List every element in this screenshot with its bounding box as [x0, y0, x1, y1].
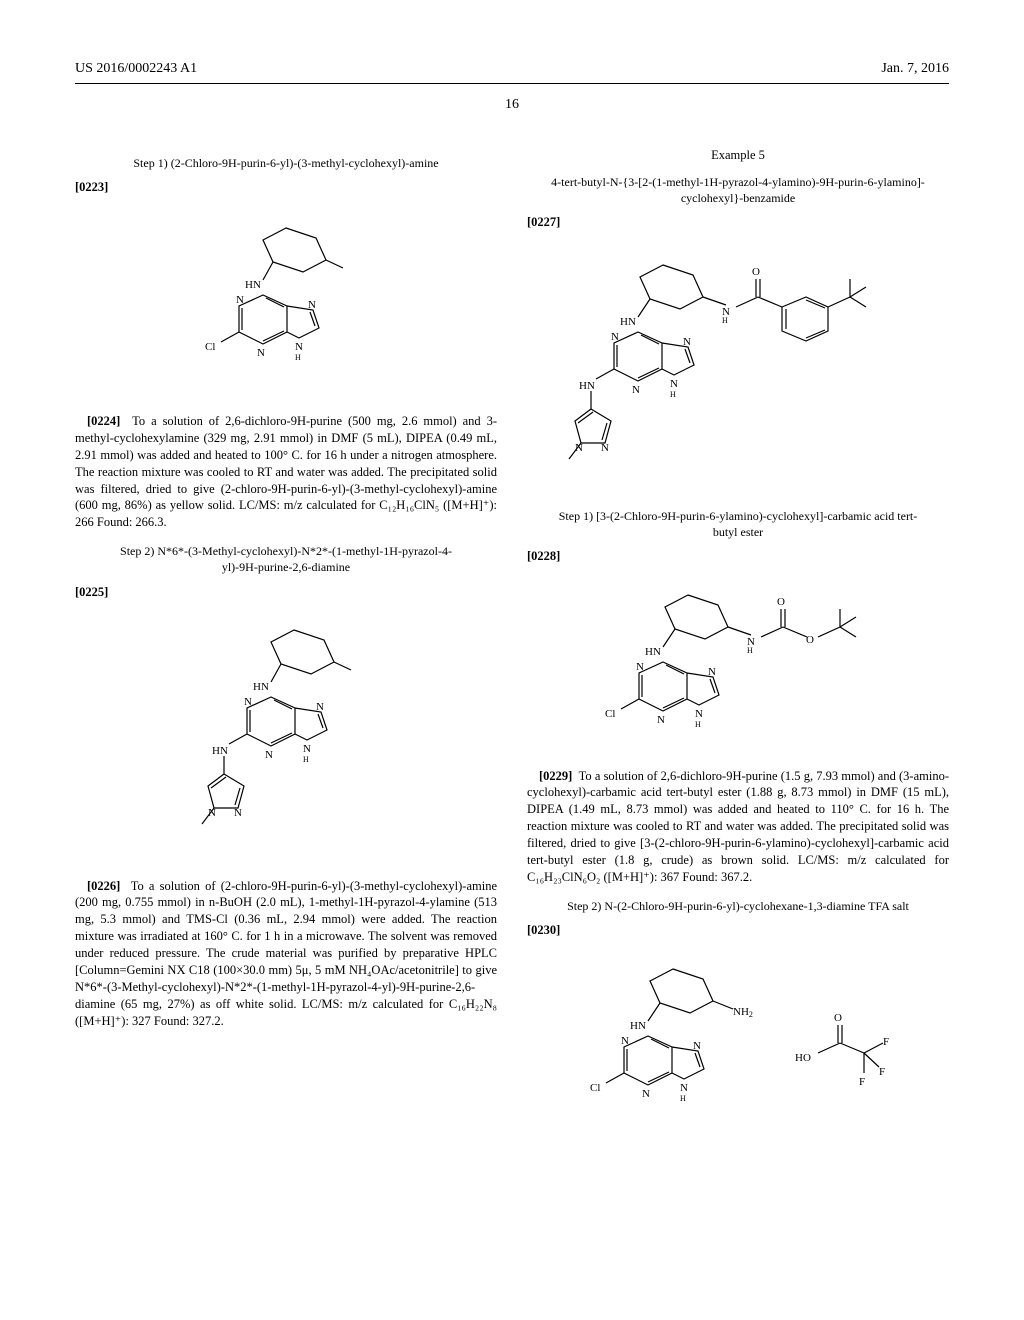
publication-date: Jan. 7, 2016: [881, 60, 949, 79]
svg-text:H: H: [747, 646, 753, 655]
structure-right-3: HN NH2 N N N N H: [527, 953, 949, 1117]
para-num-0226: [0226]: [87, 879, 120, 893]
svg-text:N: N: [303, 743, 311, 755]
svg-text:N: N: [636, 661, 644, 673]
svg-text:HN: HN: [253, 681, 269, 693]
svg-text:HN: HN: [212, 745, 228, 757]
paragraph-0226: [0226] To a solution of (2-chloro-9H-pur…: [75, 878, 497, 1030]
svg-text:N: N: [632, 384, 640, 396]
svg-text:O: O: [834, 1012, 842, 1024]
para-num-0229: [0229]: [539, 769, 572, 783]
svg-text:Cl: Cl: [205, 341, 215, 353]
svg-text:H: H: [303, 755, 309, 764]
page-header: US 2016/0002243 A1 Jan. 7, 2016: [75, 60, 949, 84]
right-step1-title: Step 1) [3-(2-Chloro-9H-purin-6-ylamino)…: [555, 508, 921, 540]
svg-text:HN: HN: [245, 279, 261, 291]
svg-text:N: N: [234, 807, 242, 819]
svg-text:F: F: [879, 1066, 885, 1078]
publication-number: US 2016/0002243 A1: [75, 60, 197, 79]
svg-text:H: H: [680, 1094, 686, 1103]
para-text-0224: To a solution of 2,6-dichloro-9H-purine …: [75, 414, 497, 529]
svg-text:N: N: [265, 749, 273, 761]
svg-text:O: O: [752, 266, 760, 278]
svg-text:N: N: [642, 1088, 650, 1100]
svg-text:N: N: [208, 807, 216, 819]
example-5-heading: Example 5: [527, 147, 949, 164]
para-num-0230: [0230]: [527, 923, 560, 937]
svg-text:F: F: [883, 1036, 889, 1048]
svg-text:H: H: [670, 390, 676, 399]
svg-text:N: N: [308, 299, 316, 311]
svg-text:O: O: [777, 596, 785, 608]
para-text-0229: To a solution of 2,6-dichloro-9H-purine …: [527, 769, 949, 884]
svg-text:H: H: [722, 316, 728, 325]
svg-text:Cl: Cl: [590, 1082, 600, 1094]
right-column: Example 5 4-tert-butyl-N-{3-[2-(1-methyl…: [527, 143, 949, 1131]
right-step2-title: Step 2) N-(2-Chloro-9H-purin-6-yl)-cyclo…: [555, 898, 921, 914]
paragraph-0224: [0224] To a solution of 2,6-dichloro-9H-…: [75, 413, 497, 531]
svg-text:HN: HN: [645, 646, 661, 658]
svg-text:N: N: [257, 347, 265, 359]
para-num-0223: [0223]: [75, 180, 108, 194]
para-num-0224: [0224]: [87, 414, 120, 428]
svg-text:HO: HO: [795, 1052, 811, 1064]
left-step1-title: Step 1) (2-Chloro-9H-purin-6-yl)-(3-meth…: [103, 155, 469, 171]
svg-text:N: N: [683, 336, 691, 348]
svg-text:H: H: [695, 720, 701, 729]
paragraph-0230: [0230]: [527, 922, 949, 939]
left-step2-title: Step 2) N*6*-(3-Methyl-cyclohexyl)-N*2*-…: [103, 543, 469, 575]
svg-text:Cl: Cl: [605, 708, 615, 720]
svg-text:N: N: [244, 696, 252, 708]
svg-text:N: N: [236, 294, 244, 306]
para-text-0226: To a solution of (2-chloro-9H-purin-6-yl…: [75, 879, 497, 1028]
paragraph-0229: [0229] To a solution of 2,6-dichloro-9H-…: [527, 768, 949, 886]
paragraph-0223: [0223]: [75, 179, 497, 196]
paragraph-0225: [0225]: [75, 584, 497, 601]
svg-text:N: N: [575, 442, 583, 454]
svg-text:HN: HN: [579, 380, 595, 392]
svg-text:F: F: [859, 1076, 865, 1088]
example-5-compound-name: 4-tert-butyl-N-{3-[2-(1-methyl-1H-pyrazo…: [549, 174, 927, 206]
structure-right-1: HN N H: [527, 245, 949, 494]
svg-text:N: N: [693, 1040, 701, 1052]
para-num-0227: [0227]: [527, 215, 560, 229]
structure-right-2: HN N H O O: [527, 579, 949, 753]
svg-text:N: N: [316, 701, 324, 713]
svg-text:O: O: [806, 634, 814, 646]
paragraph-0228: [0228]: [527, 548, 949, 565]
structure-left-1: HN N N: [75, 210, 497, 399]
svg-text:NH2: NH2: [733, 1006, 753, 1019]
svg-text:HN: HN: [630, 1020, 646, 1032]
svg-text:N: N: [708, 666, 716, 678]
svg-text:N: N: [680, 1082, 688, 1094]
svg-text:N: N: [601, 442, 609, 454]
structure-left-2: HN N N N N: [75, 614, 497, 863]
svg-text:HN: HN: [620, 316, 636, 328]
paragraph-0227: [0227]: [527, 214, 949, 231]
svg-text:N: N: [295, 341, 303, 353]
svg-text:N: N: [621, 1035, 629, 1047]
para-num-0228: [0228]: [527, 549, 560, 563]
left-column: Step 1) (2-Chloro-9H-purin-6-yl)-(3-meth…: [75, 143, 497, 1131]
svg-text:N: N: [695, 708, 703, 720]
svg-text:N: N: [670, 378, 678, 390]
page-number: 16: [75, 96, 949, 115]
svg-text:N: N: [657, 714, 665, 726]
svg-text:N: N: [611, 331, 619, 343]
para-num-0225: [0225]: [75, 585, 108, 599]
svg-text:H: H: [295, 353, 301, 362]
